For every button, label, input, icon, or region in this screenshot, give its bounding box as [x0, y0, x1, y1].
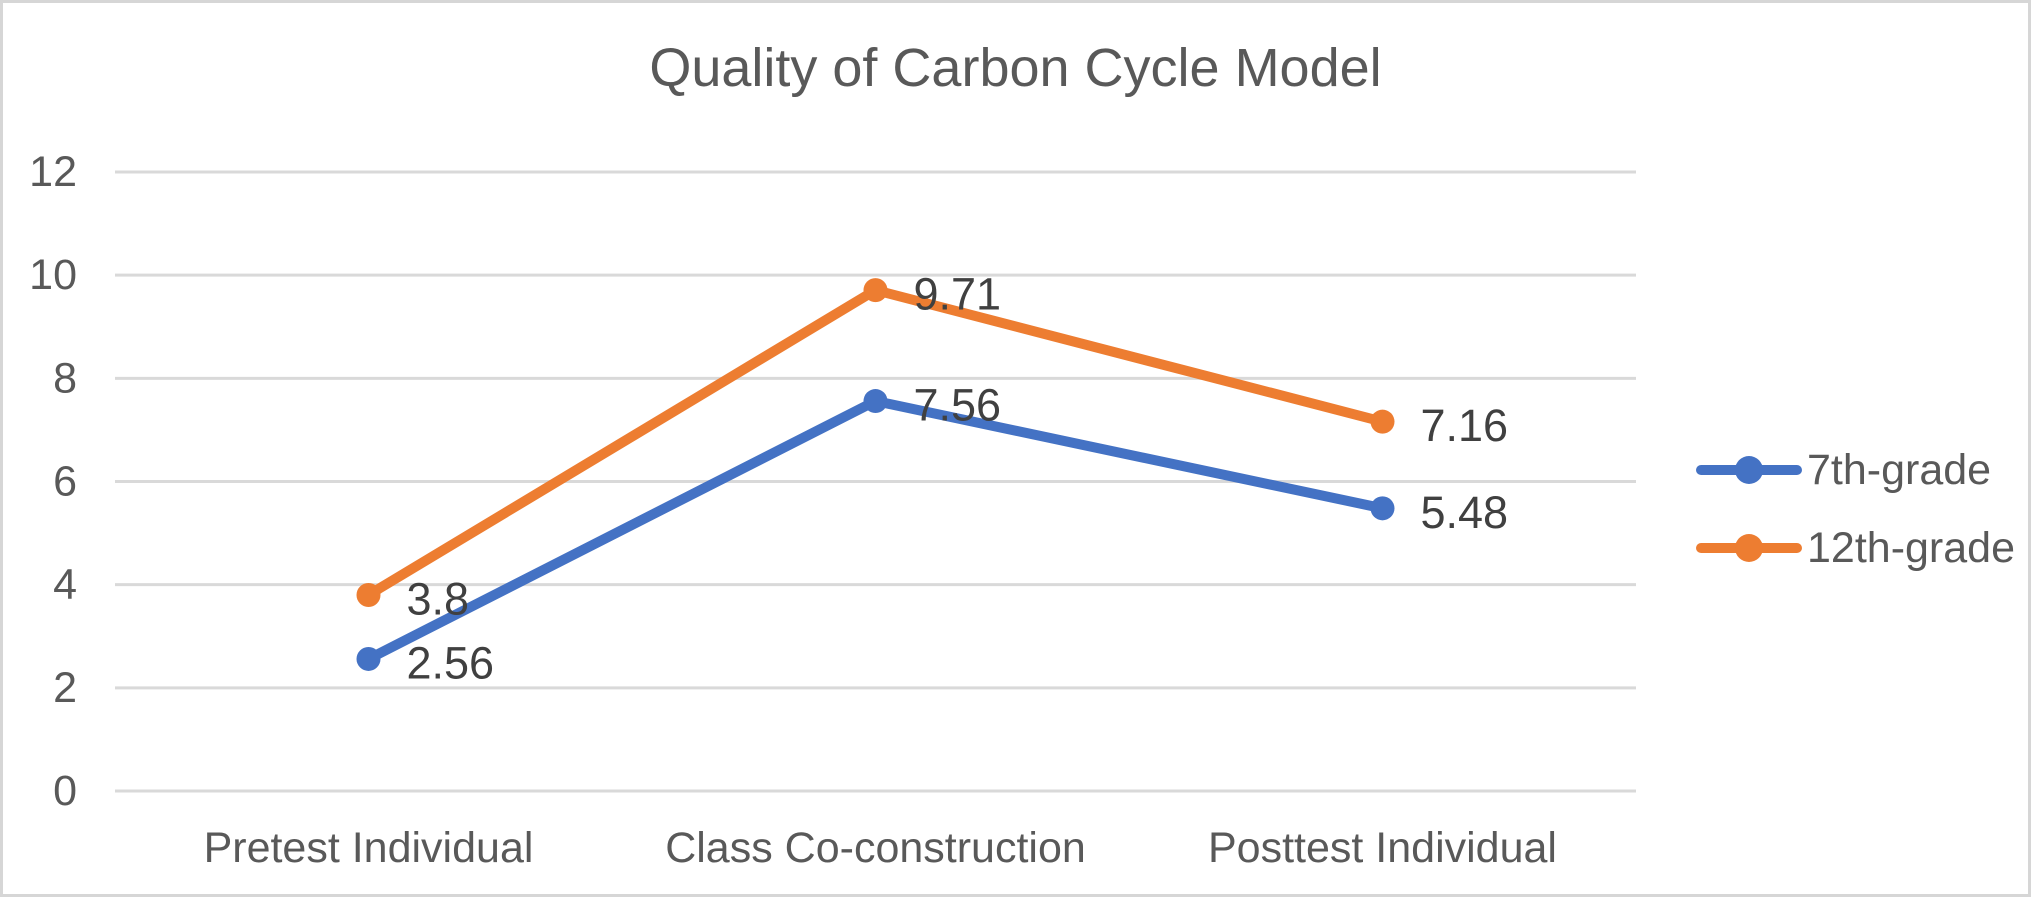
data-label-7th-grade: 5.48: [1421, 487, 1509, 538]
x-axis-category-label: Posttest Individual: [1208, 824, 1557, 872]
x-axis-category-label: Pretest Individual: [204, 824, 534, 872]
chart-title: Quality of Carbon Cycle Model: [649, 38, 1382, 98]
data-label-12th-grade: 7.16: [1421, 400, 1509, 451]
series-line-12th-grade: [363, 285, 1388, 600]
x-axis-category-label: Class Co-construction: [665, 824, 1086, 872]
data-label-12th-grade: 9.71: [914, 269, 1002, 320]
line-chart-plot: 0 2 4 6 8 10 12 Pretest Individual Class Co-cons…: [29, 148, 1636, 872]
legend-label: 7th-grade: [1807, 445, 1992, 494]
legend-item-7th-grade: 7th-grade: [1696, 439, 2015, 501]
y-axis-tick-label: 10: [29, 251, 77, 299]
data-label-7th-grade: 2.56: [407, 637, 495, 688]
y-axis-tick-label: 0: [53, 767, 77, 815]
legend-item-12th-grade: 12th-grade: [1696, 517, 2015, 579]
y-axis-tick-label: 12: [29, 148, 77, 196]
data-point-marker-12th-grade: [863, 278, 888, 303]
data-point-marker-7th-grade: [356, 646, 381, 671]
legend-line-marker-icon: [1696, 456, 1802, 484]
y-axis-tick-label: 4: [53, 561, 77, 609]
data-label-12th-grade: 3.8: [407, 573, 470, 624]
y-axis-tick-label: 6: [53, 458, 77, 506]
data-point-marker-7th-grade: [1370, 496, 1395, 521]
legend-label: 12th-grade: [1807, 523, 2015, 572]
data-label-7th-grade: 7.56: [914, 380, 1002, 431]
data-point-marker-12th-grade: [356, 582, 381, 607]
y-axis-tick-label: 8: [53, 354, 77, 402]
chart-legend: 7th-grade 12th-grade: [1696, 439, 2015, 579]
data-point-marker-12th-grade: [1370, 409, 1395, 434]
legend-line-marker-icon: [1696, 534, 1802, 562]
y-axis-tick-label: 2: [53, 664, 77, 712]
data-point-marker-7th-grade: [863, 389, 888, 414]
series-line-7th-grade: [363, 396, 1388, 664]
